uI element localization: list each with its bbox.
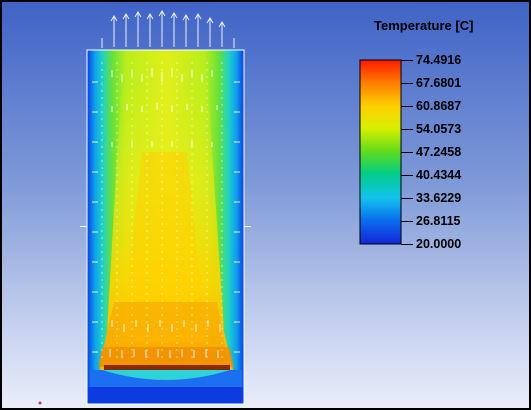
legend-tick: [401, 152, 413, 153]
legend-label: 26.8115: [416, 214, 461, 228]
legend-tick: [401, 106, 413, 107]
legend-tick: [401, 83, 413, 84]
legend-label: 54.0573: [416, 122, 462, 136]
origin-marker: [38, 401, 42, 405]
legend-tick: [401, 198, 413, 199]
legend-label: 33.6229: [416, 191, 462, 205]
legend-label: 67.6801: [416, 76, 462, 90]
legend-label: 47.2458: [416, 145, 462, 159]
legend-label-max: 74.4916: [416, 53, 462, 67]
legend-title: Temperature [C]: [374, 18, 474, 33]
legend-tick: [401, 60, 413, 61]
legend-label-min: 20.0000: [416, 237, 462, 251]
legend-tick: [401, 129, 413, 130]
legend-tick: [401, 244, 413, 245]
legend-label: 40.4344: [416, 168, 462, 182]
legend-tick: [401, 175, 413, 176]
legend-label: 60.8687: [416, 99, 462, 113]
legend-color-bar: [359, 59, 402, 245]
legend-tick: [401, 221, 413, 222]
